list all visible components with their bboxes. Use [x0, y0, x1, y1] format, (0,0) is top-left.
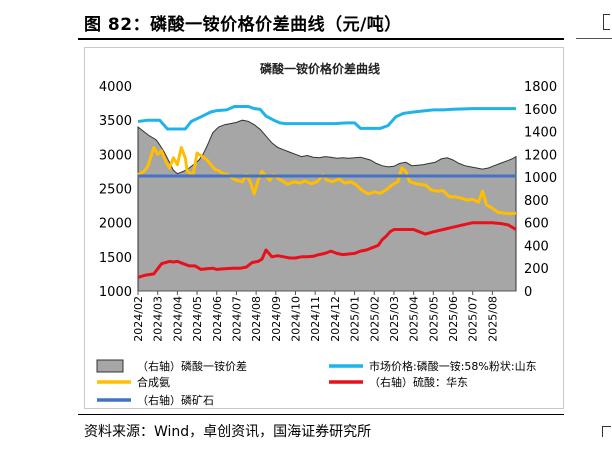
x-tick-label: 2024/09: [270, 296, 283, 342]
x-tick-label: 2025/08: [486, 296, 499, 342]
right-tick-label: 1800: [524, 80, 557, 95]
right-tick-label: 1000: [524, 171, 557, 186]
adjacent-column-glyph: [603, 14, 610, 30]
left-tick-label: 3000: [99, 148, 132, 163]
right-tick-label: 600: [524, 217, 549, 232]
plot-area: [137, 105, 517, 292]
series-line-sulfuric-acid: [137, 221, 517, 279]
adjacent-column-glyph-bottom: [602, 426, 611, 437]
right-tick-label: 1600: [524, 103, 557, 118]
x-axis-ticks: 2024/02 2024/03 2024/04 2024/05 2024/06 2024/…: [132, 291, 499, 342]
x-tick-label: 2025/06: [447, 296, 460, 342]
x-tick-label: 2025/04: [408, 296, 421, 342]
legend-label: 市场价格:磷酸一铵:58%粉状:山东: [369, 359, 537, 373]
series-area-price-spread: [137, 119, 517, 292]
x-tick-label: 2024/02: [132, 296, 145, 342]
x-tick-label: 2024/11: [309, 296, 322, 342]
left-tick-label: 1000: [99, 285, 132, 300]
x-tick-label: 2025/05: [427, 296, 440, 342]
title-rule: [78, 38, 564, 40]
right-tick-label: 200: [524, 262, 549, 277]
left-axis-ticks: 1000 1500 2000 2500 3000 3500 4000: [99, 80, 132, 300]
legend-swatch: [96, 359, 124, 373]
chart-svg: 磷酸一铵价格价差曲线 1000150020002500300035004000 …: [96, 61, 557, 407]
right-axis-ticks: 0 200 400 600 800 1000 1200 1400 1600 1800: [524, 80, 557, 300]
x-tick-label: 2024/08: [250, 296, 263, 342]
right-tick-label: 1200: [524, 148, 557, 163]
left-tick-label: 2500: [99, 183, 132, 198]
left-tick-label: 4000: [99, 80, 132, 95]
adjacent-column-rule: [576, 38, 612, 39]
legend-label: 合成氨: [137, 375, 170, 389]
right-tick-label: 400: [524, 239, 549, 254]
x-tick-label: 2024/07: [230, 296, 243, 342]
left-tick-label: 1500: [99, 251, 132, 266]
source-note: 资料来源：Wind，卓创资讯，国海证券研究所: [84, 424, 372, 440]
x-tick-label: 2025/01: [349, 296, 362, 342]
x-tick-label: 2024/06: [211, 296, 224, 342]
figure-title: 图 82：磷酸一铵价格价差曲线（元/吨）: [84, 15, 402, 35]
right-tick-label: 1400: [524, 126, 557, 141]
left-tick-label: 2000: [99, 217, 132, 232]
x-tick-label: 2024/03: [152, 296, 165, 342]
x-tick-label: 2025/03: [388, 296, 401, 342]
right-tick-label: 800: [524, 194, 549, 209]
chart-frame: 磷酸一铵价格价差曲线 1000 1500 2000 2500 3000 3500 4000 …: [84, 47, 564, 409]
x-tick-label: 2024/05: [191, 296, 204, 342]
right-tick-label: 0: [524, 285, 532, 300]
x-tick-label: 2024/04: [171, 296, 184, 342]
left-tick-label: 3500: [99, 114, 132, 129]
legend-label: （右轴）磷矿石: [137, 393, 214, 407]
legend-label: （右轴）磷酸一铵价差: [137, 359, 247, 373]
source-rule: [78, 414, 564, 415]
x-tick-label: 2025/02: [368, 296, 381, 342]
x-tick-label: 2024/10: [290, 296, 303, 342]
chart-title: 磷酸一铵价格价差曲线: [260, 61, 380, 76]
series-line-map-price: [137, 105, 516, 131]
series-line-ammonia: [137, 146, 517, 216]
legend-label: （右轴）硫酸：华东: [369, 375, 468, 389]
x-tick-label: 2025/07: [467, 296, 480, 342]
x-tick-label: 2024/12: [329, 296, 342, 342]
